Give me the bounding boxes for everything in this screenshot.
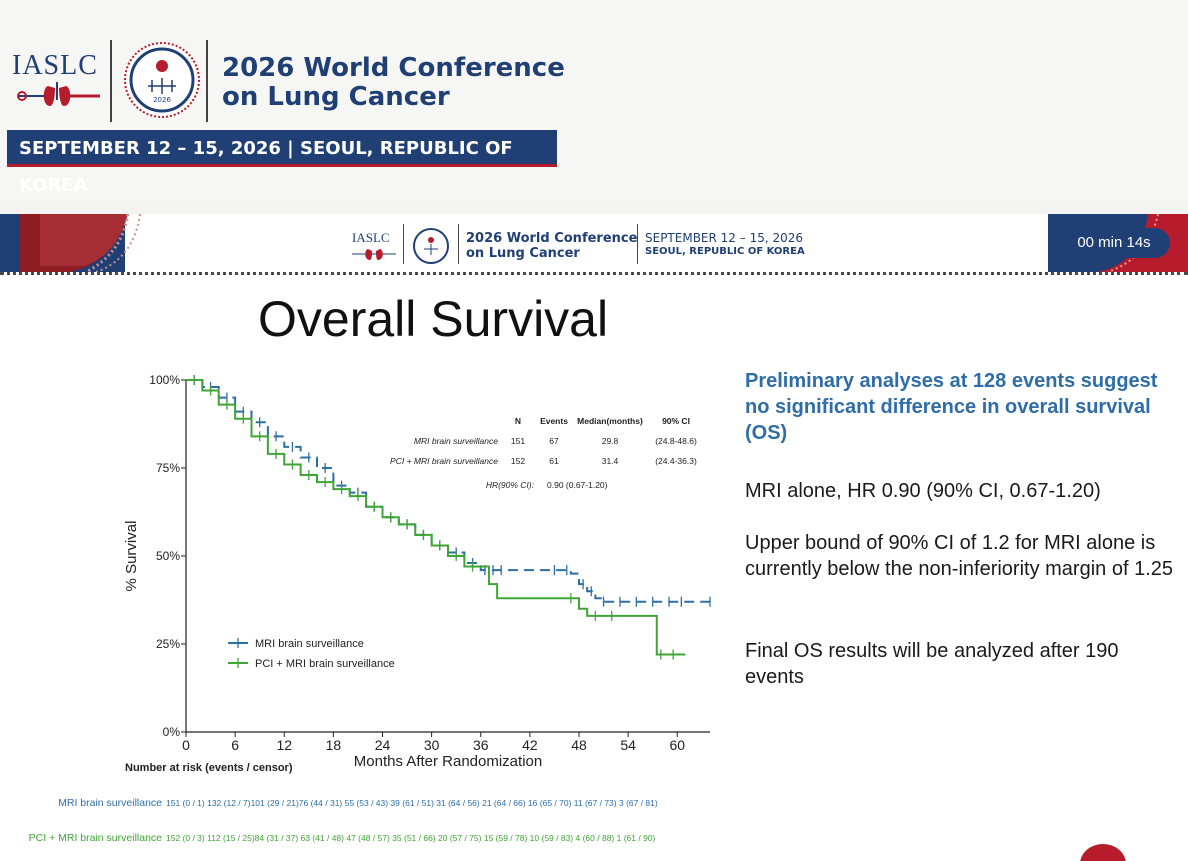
- svg-text:2026: 2026: [153, 96, 171, 104]
- summary-table-header: 90% CI: [662, 416, 690, 426]
- y-axis-label: % Survival: [123, 521, 140, 592]
- slide-seal-icon: [413, 228, 449, 264]
- summary-table-cell: (24.4-36.3): [655, 456, 697, 466]
- conference-title-line2: on Lung Cancer: [222, 82, 450, 112]
- x-tick-label: 24: [375, 737, 391, 753]
- summary-table-cell: PCI + MRI brain surveillance: [390, 456, 498, 466]
- risk-table-title: Number at risk (events / censor): [125, 762, 293, 774]
- y-tick-label: 0%: [163, 725, 181, 739]
- dates-location-bar: SEPTEMBER 12 – 15, 2026 | SEOUL, REPUBLI…: [7, 130, 557, 196]
- slide-iaslc-lungs-icon: [352, 249, 396, 260]
- summary-table-cell: 152: [511, 456, 525, 466]
- risk-row-label: MRI brain surveillance: [58, 797, 162, 809]
- slide-title: Overall Survival: [258, 291, 609, 347]
- takeaway-point-margin: Upper bound of 90% CI of 1.2 for MRI alo…: [745, 532, 1173, 580]
- hr-label: HR(90% CI):: [486, 480, 535, 490]
- red-accent-line: [7, 164, 557, 167]
- km-curve-pci-mri: [186, 379, 686, 656]
- summary-table-cell: MRI brain surveillance: [414, 436, 498, 446]
- iaslc-wordmark: IASLC: [12, 50, 98, 81]
- slide-header-divider: [458, 224, 459, 264]
- x-tick-label: 36: [473, 737, 489, 753]
- x-tick-label: 48: [571, 737, 587, 753]
- x-tick-label: 6: [231, 737, 239, 753]
- slide-iaslc-wordmark: IASLC: [352, 230, 390, 245]
- x-tick-label: 54: [620, 737, 636, 753]
- y-tick-label: 25%: [156, 637, 180, 651]
- conference-title: 2026 World Conference on Lung Cancer: [222, 54, 565, 112]
- risk-row-values: 152 (0 / 3) 112 (15 / 25)84 (31 / 37) 63…: [166, 833, 656, 843]
- y-tick-label: 100%: [149, 373, 180, 387]
- iaslc-lungs-logo-icon: [17, 82, 100, 106]
- slide-date-line: SEPTEMBER 12 – 15, 2026: [645, 231, 804, 245]
- km-curve-mri: [186, 379, 710, 603]
- risk-row-values: 151 (0 / 1) 132 (12 / 7)101 (29 / 21)76 …: [166, 798, 658, 808]
- legend-label: PCI + MRI brain surveillance: [255, 658, 395, 670]
- risk-row-label: PCI + MRI brain surveillance: [29, 832, 163, 844]
- x-axis-label: Months After Randomization: [354, 753, 542, 770]
- kaplan-meier-chart: 0% 25% 50% 75% 100% 0 6 12 18 24 30 36 42 48 54 60 Month…: [29, 373, 711, 844]
- banner-divider: [110, 40, 112, 122]
- summary-table-cell: 151: [511, 436, 525, 446]
- elapsed-timer: 00 min 14s: [1058, 228, 1170, 258]
- summary-table-cell: 29.8: [602, 436, 619, 446]
- slide-conference-title-line1: 2026 World Conference: [466, 231, 638, 246]
- summary-table-header: Median(months): [577, 416, 643, 426]
- x-tick-label: 60: [669, 737, 685, 753]
- y-tick-label: 75%: [156, 461, 180, 475]
- summary-table-cell: 31.4: [602, 456, 619, 466]
- x-tick-label: 18: [326, 737, 342, 753]
- presentation-slide: IASLC 2026 World Conference on Lung Canc…: [0, 214, 1188, 861]
- banner-divider: [206, 40, 208, 122]
- conference-title-line1: 2026 World Conference: [222, 53, 565, 83]
- slide-location-line: SEOUL, REPUBLIC OF KOREA: [645, 246, 805, 257]
- summary-table-header: Events: [540, 416, 568, 426]
- slide-header-divider: [637, 224, 638, 264]
- dates-location-text: SEPTEMBER 12 – 15, 2026 | SEOUL, REPUBLI…: [19, 138, 513, 196]
- slide-page-badge: [1080, 844, 1126, 861]
- slide-conference-title-line2: on Lung Cancer: [466, 246, 580, 261]
- slide-conference-title: 2026 World Conference on Lung Cancer: [466, 231, 637, 261]
- slide-header: IASLC 2026 World Conference on Lung Canc…: [0, 214, 1188, 275]
- y-tick-label: 50%: [156, 549, 180, 563]
- conference-banner: IASLC 2026 2026 World Conference on Lung…: [0, 0, 1188, 200]
- conference-seal-icon: 2026: [124, 42, 200, 118]
- x-tick-label: 30: [424, 737, 440, 753]
- summary-table-cell: 61: [549, 456, 559, 466]
- summary-table-header: N: [515, 416, 521, 426]
- x-tick-label: 0: [182, 737, 190, 753]
- takeaway-heading: Preliminary analyses at 128 events sugge…: [745, 370, 1158, 444]
- takeaway-point-final: Final OS results will be analyzed after …: [745, 640, 1119, 688]
- x-tick-label: 12: [276, 737, 292, 753]
- slide-dates-location: SEPTEMBER 12 – 15, 2026 SEOUL, REPUBLIC …: [645, 231, 805, 259]
- summary-table-cell: (24.8-48.6): [655, 436, 697, 446]
- x-tick-label: 42: [522, 737, 538, 753]
- header-dotted-rule: [0, 272, 1188, 275]
- summary-table-cell: 67: [549, 436, 559, 446]
- takeaway-point-hr: MRI alone, HR 0.90 (90% CI, 0.67-1.20): [745, 480, 1101, 502]
- slide-header-divider: [403, 224, 404, 264]
- header-decoration-left: [0, 214, 141, 272]
- legend-label: MRI brain surveillance: [255, 638, 364, 650]
- hr-value: 0.90 (0.67-1.20): [547, 480, 608, 490]
